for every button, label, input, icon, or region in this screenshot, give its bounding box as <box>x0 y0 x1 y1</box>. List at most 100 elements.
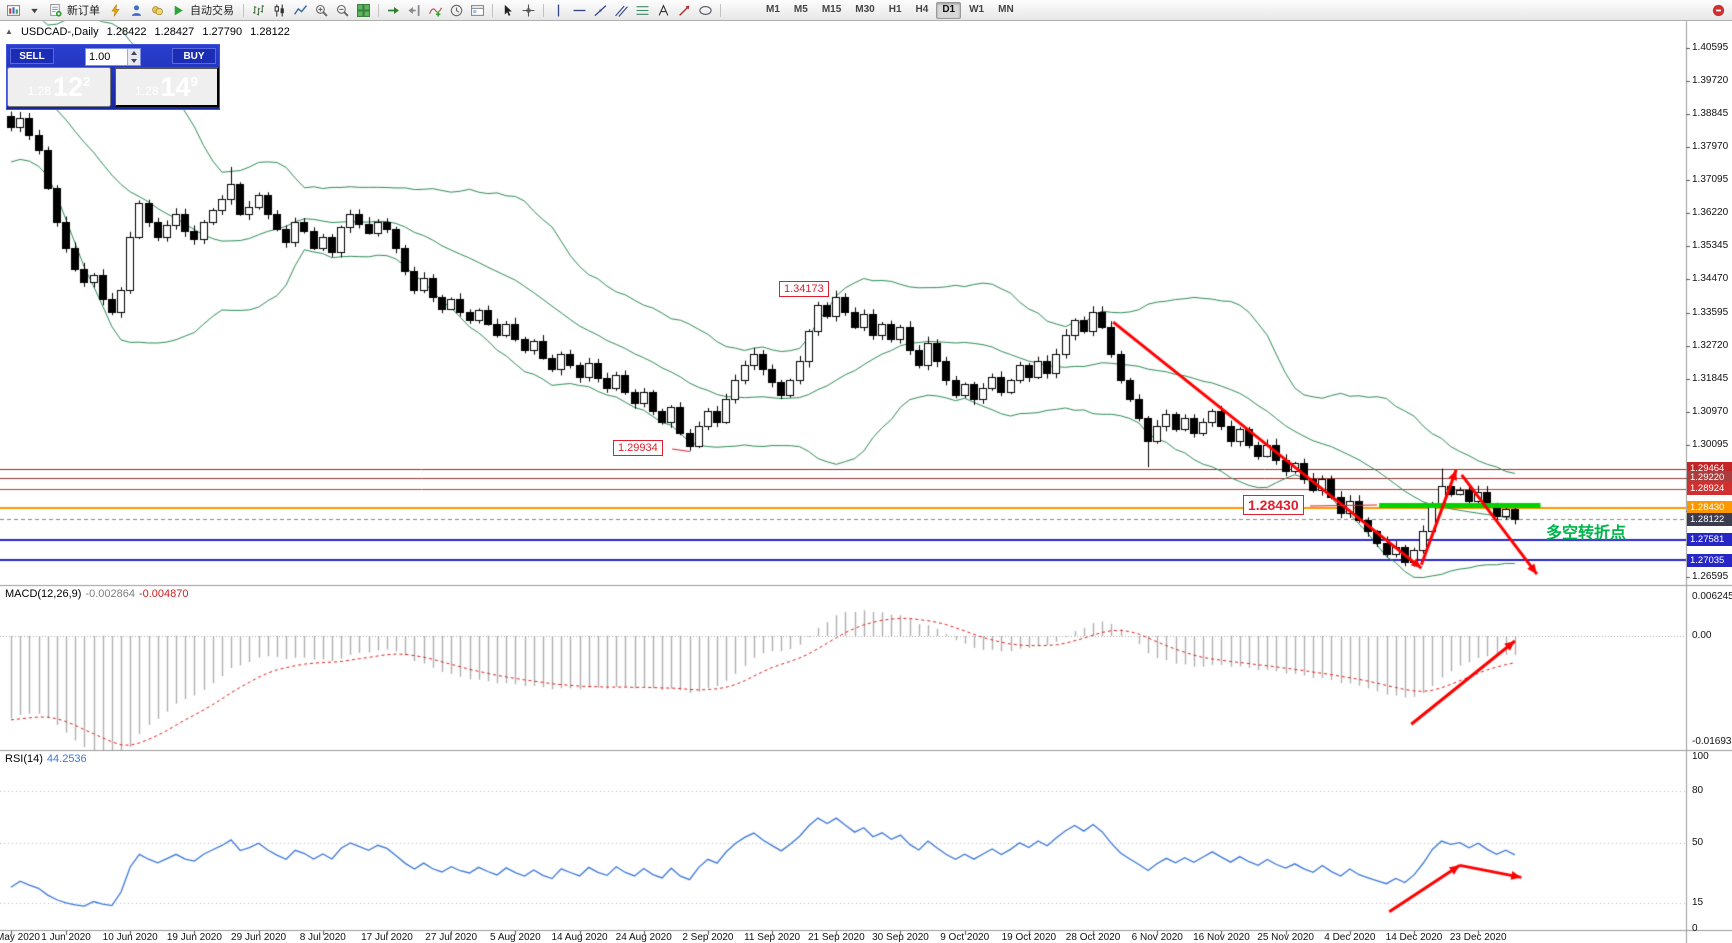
tile-windows-icon[interactable] <box>353 1 374 20</box>
timeframe-D1[interactable]: D1 <box>936 1 962 19</box>
bar-chart-type-icon[interactable] <box>248 1 269 20</box>
fibonacci-icon[interactable] <box>632 1 653 20</box>
price-axis-label: 1.36220 <box>1692 207 1729 219</box>
turning-point-note[interactable]: 多空转折点 <box>1546 525 1627 542</box>
toolbar-label-auto_trading[interactable]: 自动交易 <box>190 5 234 17</box>
date-axis-label: 9 Oct 2020 <box>940 932 990 943</box>
zoom-out-icon[interactable] <box>332 1 353 20</box>
chart-symbol-period: USDCAD-,Daily <box>20 26 99 38</box>
chart-info-line: ▲ USDCAD-,Daily 1.28422 1.28427 1.27790 … <box>5 26 295 38</box>
autotrade-play-icon[interactable] <box>168 1 189 20</box>
buy-price-big: 14 <box>160 72 191 102</box>
chart-shift-icon[interactable] <box>404 1 425 20</box>
price-tag: 1.27581 <box>1687 533 1732 547</box>
volume-stepper[interactable] <box>85 48 141 66</box>
crosshair-icon[interactable] <box>518 1 539 20</box>
price-tag: 1.27035 <box>1687 553 1732 567</box>
cursor-icon[interactable] <box>497 1 518 20</box>
compile-lightning-icon[interactable] <box>105 1 126 20</box>
volume-up-icon[interactable] <box>128 49 140 57</box>
price-tag: 1.28430 <box>1687 501 1732 515</box>
macd-signal-value: -0.004870 <box>138 588 189 600</box>
vertical-line-icon[interactable] <box>548 1 569 20</box>
price-axis-label: 1.37095 <box>1692 174 1729 186</box>
trend-line-icon[interactable] <box>590 1 611 20</box>
volume-input[interactable] <box>86 49 127 65</box>
arrow-tool-icon[interactable] <box>674 1 695 20</box>
price-label-high[interactable]: 1.34173 <box>779 281 829 297</box>
alert-red-icon[interactable] <box>1708 1 1729 20</box>
price-axis-label: 1.40595 <box>1692 42 1729 53</box>
date-axis-label: 24 Aug 2020 <box>615 932 672 943</box>
toolbar-separator <box>492 3 493 17</box>
buy-button[interactable]: 1.28 14 9 <box>115 67 219 107</box>
date-axis-label: 19 Jun 2020 <box>166 932 222 943</box>
price-axis-label: 1.38845 <box>1692 108 1729 120</box>
price-axis-label: 1.30095 <box>1692 438 1729 450</box>
price-tag: 1.28924 <box>1687 482 1732 496</box>
template-icon[interactable] <box>467 1 488 20</box>
macd-main-value: -0.002864 <box>85 588 135 600</box>
macd-title-text: MACD(12,26,9) <box>5 588 82 600</box>
price-axis-label: 1.31845 <box>1692 372 1729 384</box>
toolbar-separator <box>720 3 721 17</box>
rsi-indicator-title: RSI(14) 44.2536 <box>5 753 87 765</box>
shapes-icon[interactable] <box>695 1 716 20</box>
volume-down-icon[interactable] <box>128 57 140 65</box>
timeframe-MN[interactable]: MN <box>998 3 1014 15</box>
period-list-icon[interactable] <box>446 1 467 20</box>
channel-icon[interactable] <box>611 1 632 20</box>
timeframe-W1[interactable]: W1 <box>969 3 985 15</box>
timeframe-H1[interactable]: H1 <box>888 3 902 15</box>
new-order-doc-icon[interactable] <box>45 1 66 20</box>
price-label-key-level[interactable]: 1.28430 <box>1243 495 1304 515</box>
price-axis-label: 1.30970 <box>1692 405 1729 417</box>
timeframe-M15[interactable]: M15 <box>821 3 842 15</box>
price-label-low[interactable]: 1.29934 <box>613 440 663 456</box>
rsi-title-text: RSI(14) <box>5 753 43 765</box>
one-click-collapse-icon[interactable]: ▲ <box>5 27 13 36</box>
ohlc-open: 1.28422 <box>106 26 147 38</box>
date-axis-label: 29 Jun 2020 <box>231 932 287 943</box>
date-axis-label: 1 Jun 2020 <box>41 932 91 943</box>
date-axis-label: 23 Dec 2020 <box>1449 932 1507 943</box>
date-axis-label: 30 Sep 2020 <box>872 932 929 943</box>
zoom-in-icon[interactable] <box>311 1 332 20</box>
ohlc-low: 1.27790 <box>202 26 243 38</box>
macd-axis-label: -0.016933 <box>1692 736 1732 747</box>
chart-dropdown-icon[interactable] <box>24 1 45 20</box>
market-person-icon[interactable] <box>126 1 147 20</box>
horizontal-line-icon[interactable] <box>569 1 590 20</box>
sell-price-sup: 2 <box>83 74 91 89</box>
toolbar-label-new_order[interactable]: 新订单 <box>67 5 100 17</box>
line-chart-type-icon[interactable] <box>290 1 311 20</box>
timeframe-H4[interactable]: H4 <box>915 3 929 15</box>
timeframe-M1[interactable]: M1 <box>766 3 780 15</box>
date-axis-label: 5 Aug 2020 <box>490 932 541 943</box>
date-axis-label: 14 Aug 2020 <box>551 932 608 943</box>
wallet-coins-icon[interactable] <box>147 1 168 20</box>
rsi-axis-label: 15 <box>1692 897 1704 909</box>
sell-label-button[interactable]: SELL <box>10 48 54 64</box>
auto-scroll-icon[interactable] <box>383 1 404 20</box>
ohlc-close: 1.28122 <box>250 26 290 38</box>
buy-label-button[interactable]: BUY <box>172 48 216 64</box>
text-label-icon[interactable] <box>653 1 674 20</box>
new-chart-icon[interactable] <box>3 1 24 20</box>
date-axis-label: 27 Jul 2020 <box>425 932 478 943</box>
candle-chart-type-icon[interactable] <box>269 1 290 20</box>
add-indicator-icon[interactable] <box>425 1 446 20</box>
price-axis-label: 1.34470 <box>1692 273 1729 285</box>
timeframe-M30[interactable]: M30 <box>855 3 875 15</box>
sell-button[interactable]: 1.28 12 2 <box>7 67 111 107</box>
rsi-axis-label: 80 <box>1692 785 1704 797</box>
buy-price-sup: 9 <box>190 74 198 89</box>
price-axis-label: 1.33595 <box>1692 306 1729 318</box>
date-axis-label: 17 Jul 2020 <box>361 932 413 943</box>
date-axis-label: 21 Sep 2020 <box>807 932 865 943</box>
timeframe-M5[interactable]: M5 <box>793 3 808 15</box>
rsi-axis-label: 0 <box>1692 923 1698 934</box>
volume-spinner[interactable] <box>127 49 140 65</box>
